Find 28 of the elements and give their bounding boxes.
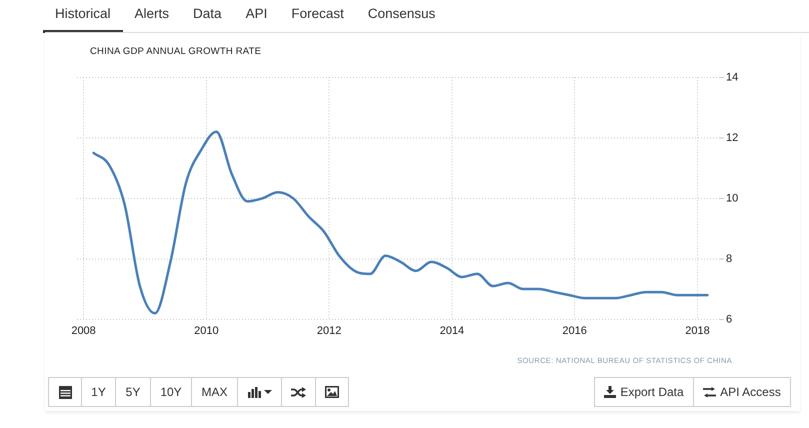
range-button[interactable]: 5Y [115, 377, 151, 407]
chart-title: CHINA GDP ANNUAL GROWTH RATE [90, 46, 262, 57]
image-button[interactable] [315, 377, 349, 407]
range-button[interactable]: 10Y [150, 377, 192, 407]
exchange-button[interactable]: API Access [693, 377, 791, 407]
tab[interactable]: Consensus [356, 0, 448, 33]
x-tick-label: 2014 [440, 324, 464, 337]
y-tick-label: 10 [726, 192, 738, 204]
line-series [92, 130, 709, 314]
chart-type-button[interactable] [237, 377, 282, 407]
y-tick-label: 14 [726, 71, 738, 84]
range-button[interactable]: 1Y [81, 377, 116, 407]
tab[interactable]: Forecast [279, 0, 356, 33]
calendar-button[interactable] [48, 377, 82, 407]
x-tick-label: 2018 [685, 324, 710, 337]
download-button[interactable]: Export Data [594, 377, 694, 407]
x-tick-label: 2010 [194, 324, 219, 337]
y-tick-label: 6 [726, 313, 732, 326]
x-tick-label: 2016 [562, 324, 587, 337]
tab[interactable]: API [234, 0, 280, 33]
shuffle-button[interactable] [281, 377, 316, 407]
tab[interactable]: Data [181, 0, 234, 33]
x-tick-label: 2012 [316, 324, 342, 337]
x-tick-label: 2008 [71, 324, 96, 337]
y-tick-label: 8 [726, 252, 732, 265]
range-button[interactable]: MAX [191, 377, 238, 407]
y-tick-label: 12 [726, 132, 738, 144]
tab[interactable]: Alerts [122, 0, 182, 33]
